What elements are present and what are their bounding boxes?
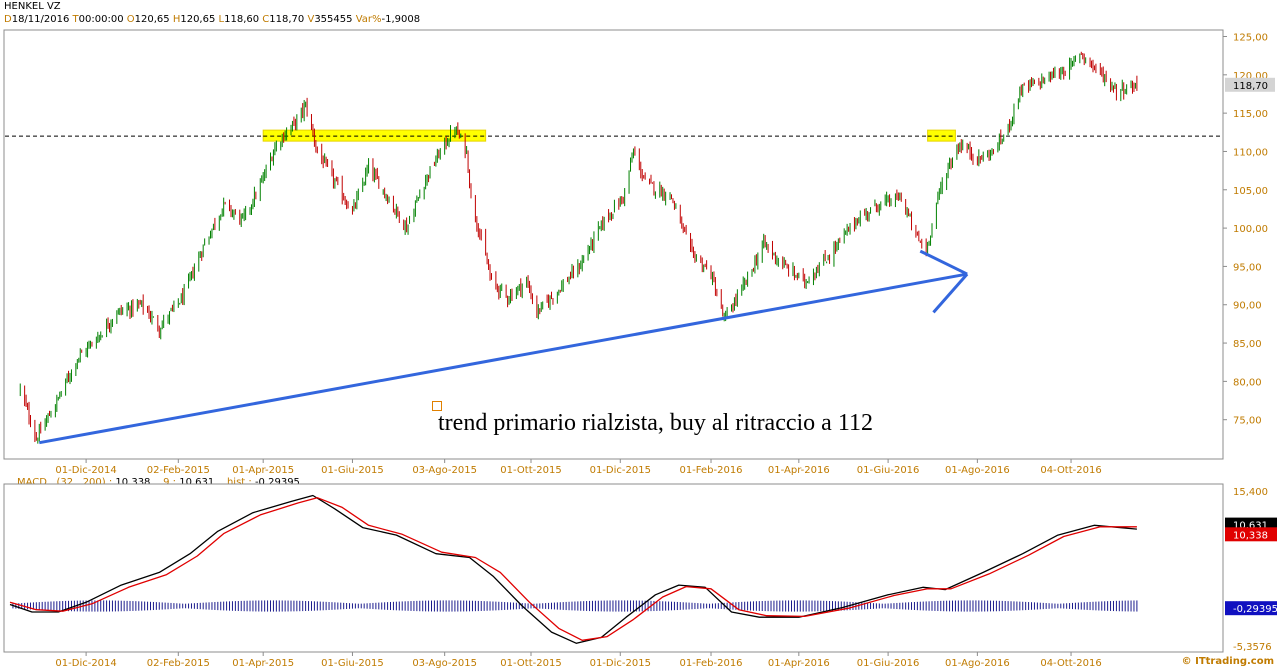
volume-value: 355455 xyxy=(314,14,353,25)
macd-line xyxy=(9,494,1137,644)
macd-x-tick-label: 01-Giu-2016 xyxy=(857,658,920,668)
signal-value-box-label: 10,631 xyxy=(1233,521,1268,532)
price-x-tick-label: 01-Feb-2016 xyxy=(679,465,742,476)
price-x-tick-label: 01-Giu-2015 xyxy=(321,465,384,476)
price-x-tick-label: 01-Apr-2016 xyxy=(768,465,830,476)
var-value: -1,9008 xyxy=(381,14,421,25)
macd-panel xyxy=(3,483,1224,653)
price-x-tick-label: 04-Ott-2016 xyxy=(1040,465,1101,476)
price-x-tick-label: 01-Ago-2016 xyxy=(945,465,1010,476)
retracement-arrow-shaft xyxy=(919,249,968,276)
hist-value-box-label: -0,29395 xyxy=(1233,604,1278,615)
macd-value: 10,338 xyxy=(115,477,151,488)
price-y-tick-label: 75,00 xyxy=(1233,416,1262,427)
macd-y-tick-label: -5,3576 xyxy=(1233,642,1272,653)
price-y-tick-label: 120,00 xyxy=(1233,71,1268,82)
hist-value: -0,29395 xyxy=(254,477,300,488)
primary-trendline xyxy=(39,272,968,445)
open-value: 120,65 xyxy=(134,14,170,25)
trend-annotation[interactable]: trend primario rialzista, buy al ritracc… xyxy=(438,410,873,436)
hist-value-box xyxy=(1225,601,1277,616)
macd-x-tick-label: 01-Ago-2016 xyxy=(945,658,1010,668)
watermark: © ITtrading.com xyxy=(1181,656,1274,667)
ohlc-header: D18/11/2016 T00:00:00 O120,65 H120,65 L1… xyxy=(4,14,421,25)
price-y-tick-label: 85,00 xyxy=(1233,339,1262,350)
macd-header: MACD (32 , 200) : 10,338 9 : 10,631 hist… xyxy=(17,477,300,488)
price-x-tick-label: 01-Giu-2016 xyxy=(857,465,920,476)
macd-x-tick-label: 01-Dic-2014 xyxy=(55,658,116,668)
price-x-tick-label: 01-Apr-2015 xyxy=(232,465,294,476)
close-value: 118,70 xyxy=(269,14,305,25)
price-y-tick-label: 100,00 xyxy=(1233,224,1268,235)
macd-label: MACD xyxy=(17,477,47,488)
macd-y-tick-label: 15,400 xyxy=(1233,487,1268,498)
price-panel xyxy=(3,29,1224,460)
date-value: 18/11/2016 xyxy=(11,14,70,25)
price-header: HENKEL VZ xyxy=(4,1,61,12)
price-x-tick-label: 03-Ago-2015 xyxy=(412,465,477,476)
price-y-tick-label: 95,00 xyxy=(1233,262,1262,273)
price-x-tick-label: 01-Ott-2015 xyxy=(500,465,561,476)
price-y-tick-label: 110,00 xyxy=(1233,147,1268,158)
macd-x-tick-label: 01-Apr-2016 xyxy=(768,658,830,668)
macd-x-tick-label: 01-Apr-2015 xyxy=(232,658,294,668)
macd-x-tick-label: 01-Giu-2015 xyxy=(321,658,384,668)
macd-x-tick-label: 01-Dic-2015 xyxy=(590,658,651,668)
last-price-box xyxy=(1225,77,1275,92)
high-value: 120,65 xyxy=(180,14,216,25)
macd-x-tick-label: 02-Feb-2015 xyxy=(147,658,210,668)
low-value: 118,60 xyxy=(224,14,260,25)
macd-value-box-label: 10,338 xyxy=(1233,530,1268,541)
price-x-tick-label: 01-Dic-2014 xyxy=(55,465,116,476)
signal-line xyxy=(9,497,1137,641)
price-y-tick-label: 115,00 xyxy=(1233,109,1268,120)
last-price-label: 118,70 xyxy=(1233,81,1268,92)
macd-x-tick-label: 04-Ott-2016 xyxy=(1040,658,1101,668)
macd-x-tick-label: 01-Ott-2015 xyxy=(500,658,561,668)
macd-histogram xyxy=(12,600,1138,612)
price-x-tick-label: 02-Feb-2015 xyxy=(147,465,210,476)
price-y-tick-label: 90,00 xyxy=(1233,301,1262,312)
retracement-arrow-head xyxy=(932,273,969,314)
symbol-label: HENKEL VZ xyxy=(4,1,61,12)
signal-value: 10,631 xyxy=(179,477,215,488)
macd-x-tick-label: 01-Feb-2016 xyxy=(679,658,742,668)
price-y-tick-label: 80,00 xyxy=(1233,377,1262,388)
macd-value-box xyxy=(1225,527,1277,542)
annotation-anchor[interactable] xyxy=(432,401,442,411)
time-value: 00:00:00 xyxy=(78,14,124,25)
price-y-tick-label: 105,00 xyxy=(1233,186,1268,197)
price-y-tick-label: 125,00 xyxy=(1233,33,1268,44)
macd-x-tick-label: 03-Ago-2015 xyxy=(412,658,477,668)
price-x-tick-label: 01-Dic-2015 xyxy=(590,465,651,476)
candles xyxy=(19,51,1138,444)
